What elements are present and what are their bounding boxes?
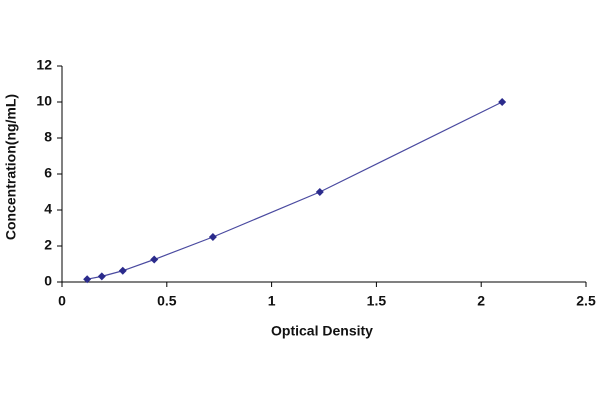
x-tick-label: 1 [268, 293, 276, 309]
point [97, 272, 106, 281]
y-tick-label: 12 [36, 57, 52, 73]
x-tick-label: 2 [477, 293, 485, 309]
y-axis-title: Concentration(ng/mL) [3, 94, 19, 240]
y-tick-label: 8 [44, 129, 52, 145]
y-tick-label: 0 [44, 273, 52, 289]
point [118, 266, 127, 275]
curve [87, 101, 503, 280]
x-axis-title: Optical Density [271, 323, 373, 339]
x-tick-label: 0.5 [157, 293, 177, 309]
x-tick-label: 2.5 [576, 293, 596, 309]
x-tick-label: 0 [58, 293, 66, 309]
y-tick-label: 4 [44, 201, 52, 217]
y-tick-label: 2 [44, 237, 52, 253]
x-tick-label: 1.5 [367, 293, 387, 309]
point [83, 275, 92, 284]
point [498, 98, 507, 106]
y-tick-label: 10 [36, 93, 52, 109]
point [315, 188, 324, 196]
point [150, 255, 159, 264]
point [208, 233, 217, 241]
y-tick-label: 6 [44, 165, 52, 181]
